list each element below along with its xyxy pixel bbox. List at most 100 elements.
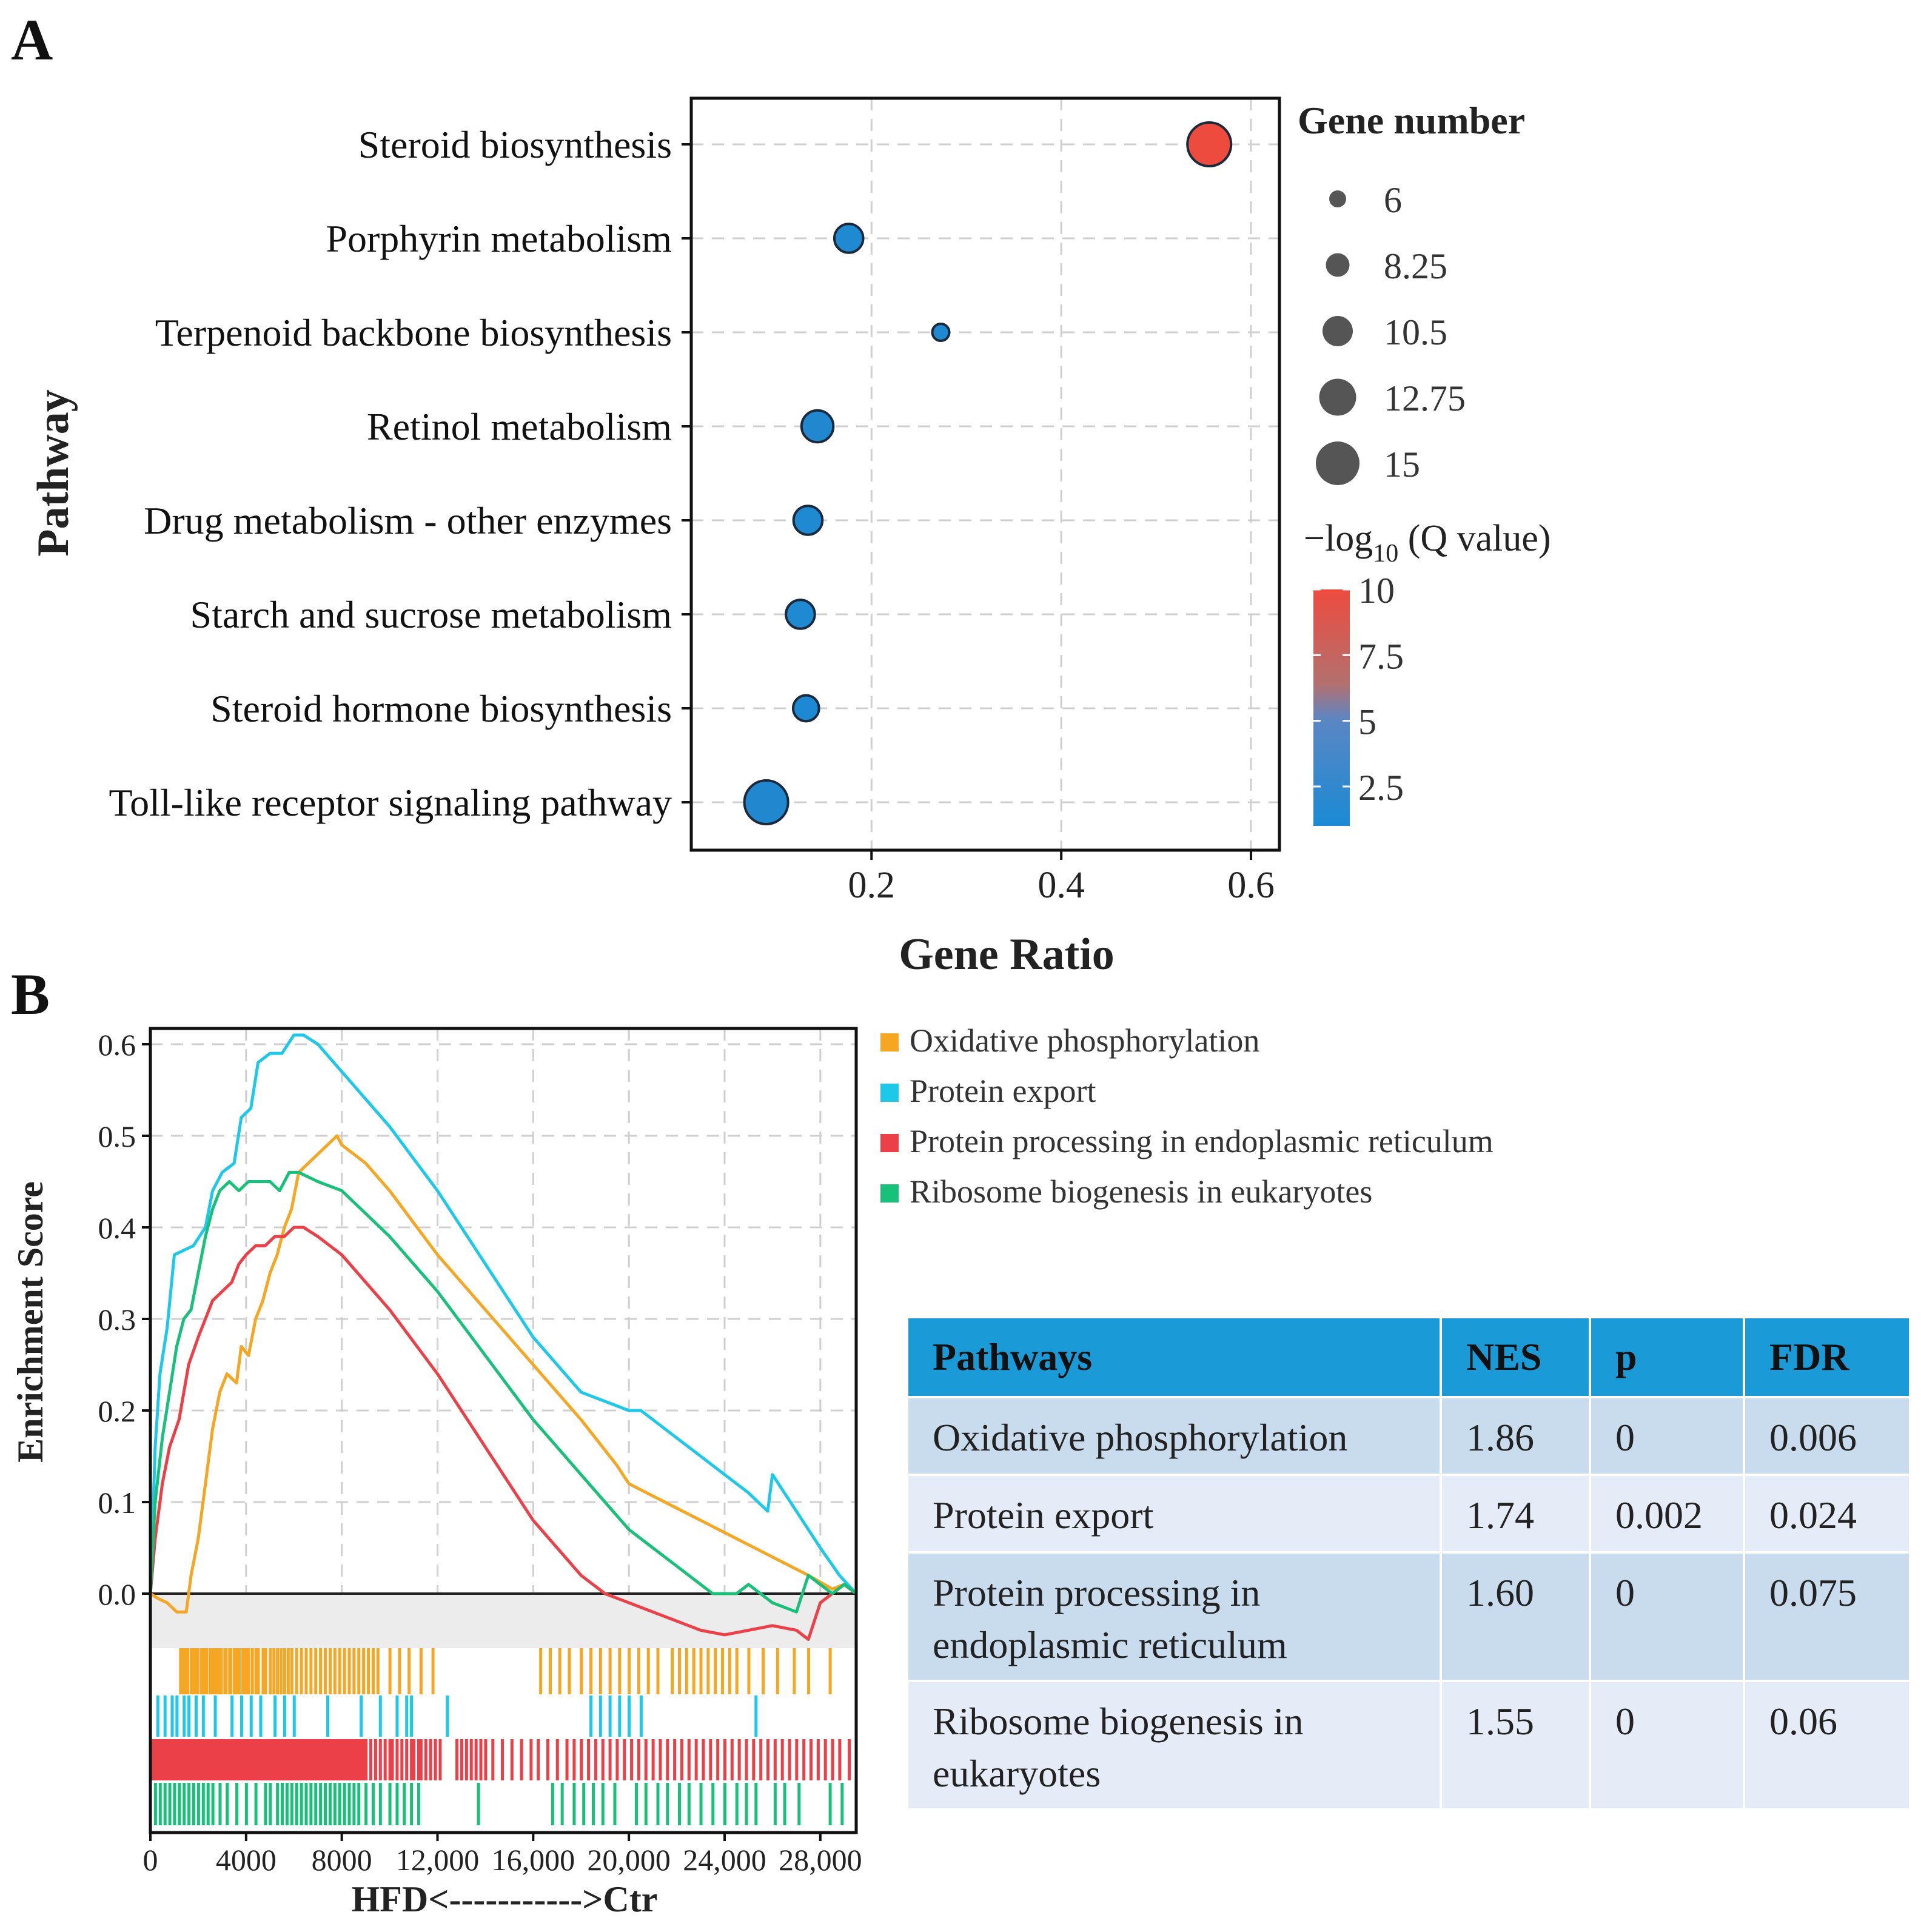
hit-mark (324, 1648, 327, 1694)
table-header-p: p (1589, 1316, 1745, 1398)
hit-mark (371, 1783, 375, 1825)
size-legend-label: 12.75 (1384, 378, 1466, 418)
hit-mark (230, 1696, 234, 1737)
legend-swatch (880, 1084, 899, 1102)
hit-mark (628, 1696, 631, 1737)
hit-mark (276, 1783, 280, 1825)
hit-mark (166, 1739, 169, 1780)
hit-mark (680, 1739, 683, 1780)
es-tick-label: 0.1 (98, 1486, 136, 1520)
hit-mark (628, 1648, 631, 1694)
hit-mark (666, 1739, 669, 1780)
gene-ratio-ticks: 0.2 0.4 0.6 (848, 850, 1275, 906)
hit-mark (218, 1783, 222, 1825)
es-tick-label: 0.4 (98, 1211, 136, 1245)
legend-swatch (880, 1134, 899, 1152)
hit-mark (355, 1739, 358, 1780)
hit-mark (343, 1739, 346, 1780)
hit-mark (793, 1648, 796, 1694)
hit-mark (400, 1739, 404, 1780)
hit-mark (266, 1739, 270, 1780)
hit-mark (410, 1739, 414, 1780)
hit-mark (201, 1696, 205, 1737)
table-row: Protein processing in endoplasmic reticu… (906, 1551, 1911, 1682)
hit-mark (754, 1696, 758, 1737)
color-legend-label: 2.5 (1358, 768, 1404, 808)
hit-mark (173, 1783, 176, 1825)
hit-mark (234, 1648, 238, 1694)
hit-mark (520, 1739, 523, 1780)
gsea-x-axis-title: HFD<----------->Ctr (352, 1879, 658, 1919)
hit-mark (241, 1648, 244, 1694)
hit-mark (637, 1648, 640, 1694)
hit-mark (264, 1739, 267, 1780)
color-legend-label: 5 (1358, 702, 1376, 742)
hit-mark (170, 1696, 174, 1737)
hit-mark (371, 1648, 375, 1694)
gsea-hit-marks (151, 1648, 851, 1825)
hit-mark (213, 1696, 217, 1737)
color-legend-bar (1313, 589, 1350, 826)
pathway-point (785, 599, 816, 630)
hit-mark (156, 1696, 159, 1737)
hit-mark (276, 1648, 280, 1694)
color-legend-label: 10 (1358, 571, 1395, 611)
hit-mark (735, 1783, 739, 1825)
hit-mark (469, 1739, 473, 1780)
hit-mark (343, 1783, 346, 1825)
hit-mark (249, 1739, 253, 1780)
pathway-label: Steroid hormone biosynthesis (210, 687, 672, 730)
hit-mark (295, 1783, 298, 1825)
size-legend-title: Gene number (1298, 99, 1525, 142)
hit-mark (300, 1783, 303, 1825)
hit-mark (240, 1696, 243, 1737)
size-legend-dot (1319, 378, 1356, 416)
table-cell-p: 0 (1589, 1680, 1745, 1811)
hit-mark (309, 1783, 313, 1825)
hit-mark (828, 1783, 832, 1825)
hit-mark (759, 1739, 763, 1780)
hit-mark (314, 1783, 318, 1825)
hit-mark (548, 1648, 552, 1694)
hit-mark (788, 1739, 791, 1780)
hit-mark (419, 1648, 423, 1694)
gene-ratio-tick-label: 0.4 (1038, 865, 1085, 906)
hit-mark (383, 1739, 387, 1780)
hit-mark (345, 1739, 349, 1780)
hit-mark (256, 1739, 260, 1780)
hit-mark (539, 1648, 543, 1694)
hit-mark (285, 1739, 289, 1780)
rank-tick-label: 8000 (312, 1843, 372, 1877)
hit-mark (369, 1739, 373, 1780)
table-cell-p: 0.002 (1589, 1474, 1745, 1554)
hit-mark (187, 1783, 191, 1825)
hit-mark (237, 1739, 241, 1780)
hit-mark (580, 1648, 583, 1694)
hit-mark (687, 1739, 691, 1780)
hit-mark (659, 1739, 662, 1780)
hit-mark (656, 1783, 660, 1825)
hit-mark (338, 1739, 341, 1780)
hit-mark (398, 1648, 401, 1694)
hit-mark (292, 1696, 296, 1737)
hit-mark (810, 1739, 813, 1780)
hit-mark (587, 1739, 591, 1780)
hit-mark (269, 1783, 272, 1825)
hit-mark (615, 1739, 619, 1780)
hit-mark (290, 1648, 293, 1694)
hit-mark (328, 1648, 332, 1694)
hit-mark (395, 1696, 399, 1737)
hit-mark (410, 1696, 414, 1737)
hit-mark (357, 1739, 361, 1780)
hit-mark (309, 1739, 313, 1780)
legend-label: Oxidative phosphorylation (910, 1022, 1259, 1059)
size-legend-dot (1326, 253, 1350, 277)
hit-mark (589, 1648, 593, 1694)
hit-mark (300, 1739, 303, 1780)
hit-mark (326, 1696, 329, 1737)
es-curve (149, 1170, 857, 1614)
hit-mark (243, 1648, 247, 1694)
hit-mark (190, 1739, 193, 1780)
hit-mark (228, 1739, 232, 1780)
hit-mark (175, 1739, 179, 1780)
